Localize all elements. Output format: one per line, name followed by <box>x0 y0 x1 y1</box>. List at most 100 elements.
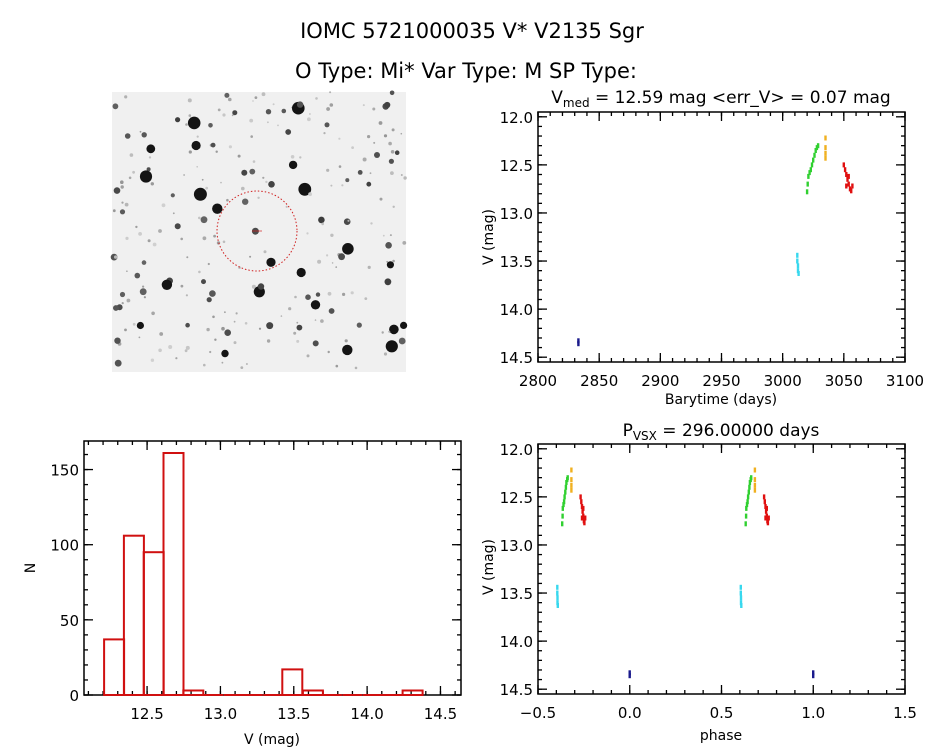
star <box>210 142 216 148</box>
data-point-green <box>816 143 820 149</box>
star <box>135 225 138 229</box>
star <box>342 243 354 255</box>
star <box>265 109 272 115</box>
star <box>212 203 223 214</box>
data-point-orange <box>753 467 757 473</box>
data-point-green <box>562 502 565 508</box>
type-subtitle: O Type: Mi* Var Type: M SP Type: <box>295 59 637 83</box>
star <box>200 216 208 224</box>
star <box>251 284 256 289</box>
star <box>296 101 304 108</box>
star <box>388 330 391 333</box>
data-point-green <box>744 513 748 519</box>
series-red <box>579 494 770 526</box>
star <box>141 132 147 138</box>
x-tick-label: 14.0 <box>350 705 383 723</box>
star <box>180 284 184 288</box>
aperture-circle <box>216 190 298 272</box>
data-point-red <box>583 520 586 526</box>
plot-frame <box>537 111 906 363</box>
star <box>126 298 131 303</box>
data-point-navy <box>812 670 815 676</box>
data-point-red <box>581 508 584 514</box>
star <box>139 170 153 183</box>
star <box>198 270 201 274</box>
star <box>390 171 394 176</box>
star <box>326 168 330 172</box>
star <box>217 108 221 112</box>
star <box>175 357 178 360</box>
data-point-red <box>582 513 585 519</box>
star <box>203 363 206 367</box>
star <box>321 222 325 226</box>
star <box>186 256 189 259</box>
data-point-orange <box>753 477 757 483</box>
data-point-green <box>810 162 814 168</box>
finder-image <box>110 90 408 372</box>
star <box>384 278 392 286</box>
object-title: IOMC 5721000035 V* V2135 Sgr <box>300 19 644 43</box>
star <box>252 100 254 102</box>
data-point-red <box>843 167 847 173</box>
star <box>242 198 249 205</box>
data-point-green <box>809 167 812 173</box>
star <box>369 172 372 175</box>
star <box>142 285 145 288</box>
data-point-cyan <box>797 271 800 276</box>
star <box>307 117 311 122</box>
star <box>170 193 175 198</box>
star <box>351 146 354 150</box>
star <box>338 165 342 168</box>
star-field <box>110 90 408 370</box>
star <box>113 305 119 311</box>
star <box>214 338 217 341</box>
star <box>132 322 136 326</box>
histogram-bar <box>301 689 324 696</box>
x-tick-label: −0.5 <box>520 704 556 722</box>
data-point-navy <box>628 673 631 679</box>
data-point-navy <box>577 341 580 347</box>
star <box>209 350 212 354</box>
star <box>324 122 330 128</box>
star <box>329 91 332 94</box>
star <box>385 340 398 353</box>
star <box>374 152 380 158</box>
star <box>398 337 406 345</box>
star <box>327 350 330 354</box>
star <box>266 339 271 343</box>
x-tick-label: 1.0 <box>801 704 825 722</box>
star <box>268 181 275 188</box>
star <box>139 130 142 133</box>
star <box>277 124 279 127</box>
y-tick-label: 14.5 <box>500 681 533 699</box>
data-point-red <box>584 515 587 521</box>
star <box>388 141 392 146</box>
star <box>347 219 350 222</box>
y-tick-label: 13.5 <box>500 253 533 271</box>
star <box>335 364 339 368</box>
star <box>314 319 317 321</box>
star <box>386 261 394 269</box>
star <box>383 134 388 138</box>
phase-xlabel: phase <box>700 728 742 744</box>
data-point-cyan <box>796 258 799 264</box>
star <box>128 176 132 180</box>
y-tick-label: 12.0 <box>500 441 533 459</box>
star <box>114 337 121 344</box>
star <box>113 187 121 194</box>
star <box>338 137 341 140</box>
star <box>114 255 118 259</box>
data-point-green <box>746 494 750 500</box>
star <box>330 184 333 187</box>
star <box>326 107 330 111</box>
star <box>213 234 217 238</box>
data-point-navy <box>628 670 631 676</box>
data-point-green <box>563 494 566 500</box>
star <box>193 187 207 201</box>
plot-frame <box>537 443 906 695</box>
data-point-green <box>561 521 564 527</box>
series-cyan <box>796 252 800 276</box>
y-tick-label: 150 <box>50 462 79 480</box>
star <box>212 315 215 319</box>
sky-background <box>112 92 406 372</box>
